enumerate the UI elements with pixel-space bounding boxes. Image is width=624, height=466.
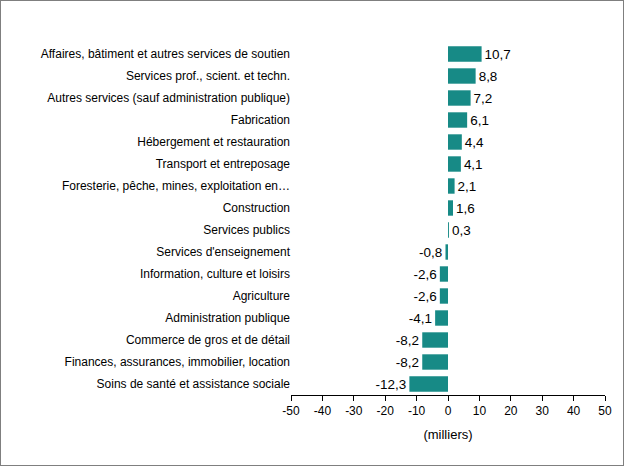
svg-text:4,4: 4,4	[465, 135, 484, 150]
svg-text:Fabrication: Fabrication	[231, 113, 290, 127]
svg-text:(milliers): (milliers)	[423, 427, 472, 442]
svg-text:Affaires, bâtiment et autres s: Affaires, bâtiment et autres services de…	[41, 47, 290, 61]
svg-text:7,2: 7,2	[474, 91, 493, 106]
svg-text:-8,2: -8,2	[396, 355, 419, 370]
svg-text:Administration publique: Administration publique	[165, 311, 290, 325]
svg-text:Commerce de gros et de détail: Commerce de gros et de détail	[126, 333, 290, 347]
svg-text:0,3: 0,3	[452, 223, 471, 238]
svg-text:-0,8: -0,8	[419, 245, 442, 260]
svg-text:Construction: Construction	[223, 201, 290, 215]
svg-text:Information, culture et loisir: Information, culture et loisirs	[140, 267, 290, 281]
svg-text:Services publics: Services publics	[203, 223, 290, 237]
svg-text:Autres services (sauf administ: Autres services (sauf administration pub…	[47, 91, 290, 105]
svg-text:Services prof., scient. et tec: Services prof., scient. et techn.	[126, 69, 290, 83]
svg-text:40: 40	[567, 404, 581, 418]
svg-text:30: 30	[536, 404, 550, 418]
svg-text:50: 50	[598, 404, 612, 418]
svg-text:-50: -50	[282, 404, 300, 418]
svg-text:Finances, assurances, immobili: Finances, assurances, immobilier, locati…	[65, 355, 290, 369]
svg-text:Soins de santé et assistance s: Soins de santé et assistance sociale	[97, 377, 291, 391]
svg-text:4,1: 4,1	[464, 157, 483, 172]
svg-text:6,1: 6,1	[470, 113, 489, 128]
svg-text:-30: -30	[345, 404, 363, 418]
svg-text:0: 0	[445, 404, 452, 418]
svg-text:Transport et entreposage: Transport et entreposage	[156, 157, 291, 171]
svg-text:-8,2: -8,2	[396, 333, 419, 348]
svg-text:-10: -10	[408, 404, 426, 418]
svg-text:-2,6: -2,6	[413, 289, 436, 304]
svg-text:Services d'enseignement: Services d'enseignement	[156, 245, 290, 259]
svg-text:-2,6: -2,6	[413, 267, 436, 282]
svg-text:-20: -20	[377, 404, 395, 418]
svg-text:-40: -40	[314, 404, 332, 418]
svg-text:20: 20	[504, 404, 518, 418]
svg-text:Agriculture: Agriculture	[233, 289, 291, 303]
svg-text:8,8: 8,8	[479, 69, 498, 84]
svg-text:2,1: 2,1	[458, 179, 477, 194]
svg-text:10,7: 10,7	[485, 47, 511, 62]
svg-text:10: 10	[473, 404, 487, 418]
svg-text:Foresterie, pêche, mines, expl: Foresterie, pêche, mines, exploitation e…	[62, 179, 290, 193]
svg-text:Hébergement et restauration: Hébergement et restauration	[137, 135, 290, 149]
svg-text:1,6: 1,6	[456, 201, 475, 216]
svg-text:-4,1: -4,1	[409, 311, 432, 326]
svg-text:-12,3: -12,3	[375, 377, 406, 392]
